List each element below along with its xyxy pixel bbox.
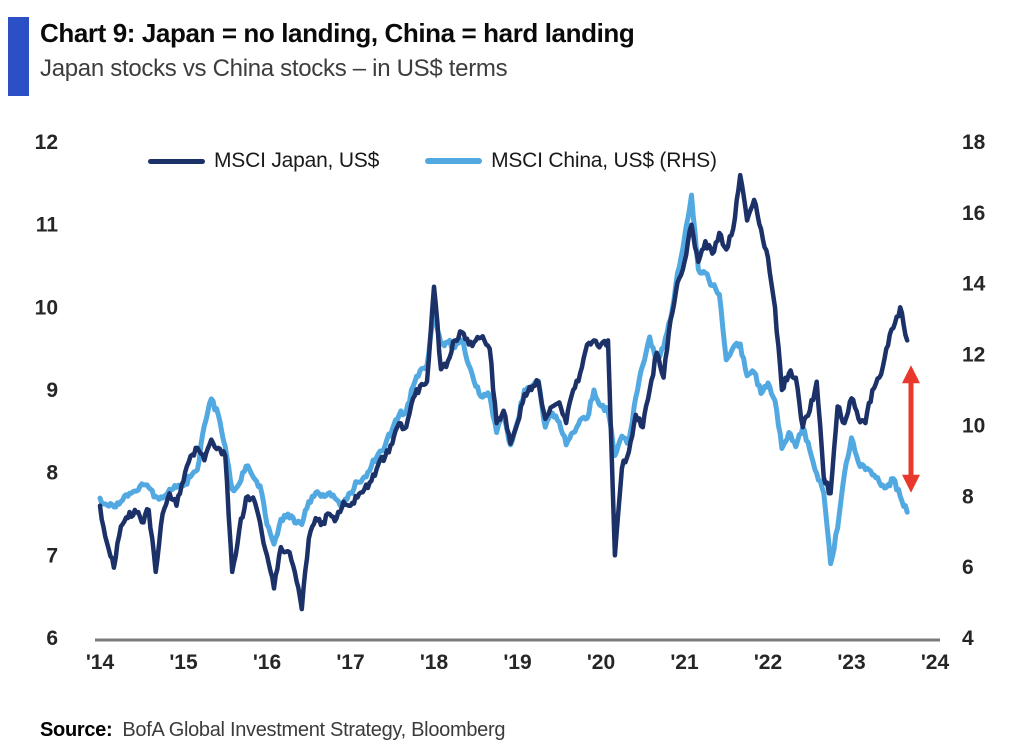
x-axis-tick-label: '24 <box>921 651 950 674</box>
right-axis-tick-label: 6 <box>962 556 974 579</box>
left-axis-tick-label: 10 <box>35 296 58 319</box>
chart-subtitle: Japan stocks vs China stocks – in US$ te… <box>40 55 508 82</box>
legend-label-japan: MSCI Japan, US$ <box>214 149 380 172</box>
legend-item-china: MSCI China, US$ (RHS) <box>425 149 717 173</box>
x-axis-tick-label: '18 <box>420 651 449 674</box>
chart-title: Chart 9: Japan = no landing, China = har… <box>40 18 635 48</box>
title-accent-bar <box>8 17 29 96</box>
gap-arrow-head-down <box>902 474 920 493</box>
chart-legend: MSCI Japan, US$ MSCI China, US$ (RHS) <box>148 149 717 173</box>
legend-label-china: MSCI China, US$ (RHS) <box>491 149 717 172</box>
right-axis-tick-label: 14 <box>962 273 986 296</box>
left-axis-tick-label: 7 <box>46 544 58 567</box>
right-axis-tick-label: 8 <box>962 485 974 508</box>
x-axis-tick-label: '15 <box>169 651 198 674</box>
legend-item-japan: MSCI Japan, US$ <box>148 149 379 173</box>
x-axis-tick-label: '19 <box>503 651 531 674</box>
right-axis-tick-label: 10 <box>962 414 985 437</box>
right-axis-tick-label: 18 <box>962 131 986 154</box>
left-axis-tick-label: 8 <box>46 462 58 485</box>
gap-arrow-head-up <box>902 365 920 384</box>
china-line-swatch <box>425 158 483 164</box>
x-axis-tick-label: '23 <box>837 651 865 674</box>
x-axis-tick-label: '14 <box>86 651 115 674</box>
source-text: BofA Global Investment Strategy, Bloombe… <box>122 719 506 741</box>
left-axis-tick-label: 11 <box>36 214 59 237</box>
x-axis-tick-label: '21 <box>670 651 699 674</box>
source-note: Source: BofA Global Investment Strategy, … <box>40 719 505 742</box>
right-axis-tick-label: 12 <box>962 344 985 367</box>
left-axis-tick-label: 6 <box>46 627 58 650</box>
left-axis-tick-label: 12 <box>35 131 58 154</box>
x-axis-tick-label: '22 <box>754 651 782 674</box>
x-axis-tick-label: '20 <box>587 651 615 674</box>
msci-japan-line <box>97 172 910 612</box>
left-axis-tick-label: 9 <box>46 379 58 402</box>
x-axis-tick-label: '17 <box>336 651 364 674</box>
source-label: Source: <box>40 719 113 741</box>
right-axis-tick-label: 4 <box>962 627 974 650</box>
right-axis-tick-label: 16 <box>962 202 985 225</box>
x-axis-tick-label: '16 <box>253 651 281 674</box>
japan-line-swatch <box>148 158 205 164</box>
